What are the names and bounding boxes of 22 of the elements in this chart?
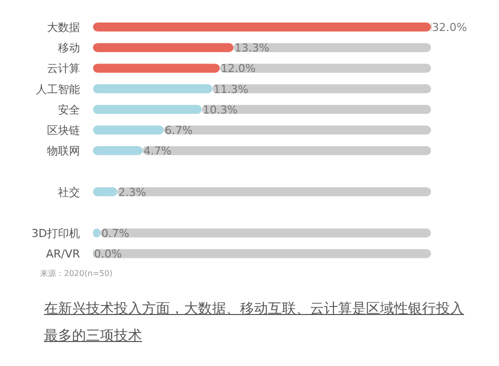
data-label: 10.3%: [202, 103, 238, 116]
data-label: 0.7%: [101, 227, 130, 240]
y-tick-label: 3D打印机: [32, 227, 80, 240]
y-tick-label: 移动: [58, 42, 80, 55]
data-label: 2.3%: [118, 186, 146, 199]
y-tick-label: 大数据: [47, 21, 80, 34]
data-label: 32.0%: [432, 21, 467, 34]
y-tick-label: 安全: [58, 103, 80, 116]
y-tick-label: 物联网: [47, 144, 80, 158]
data-label: 6.7%: [164, 124, 193, 137]
y-tick-label: 区块链: [47, 124, 80, 137]
data-label: 11.3%: [213, 82, 248, 96]
y-tick-label: 人工智能: [36, 82, 80, 96]
y-tick-label: 云计算: [47, 62, 80, 76]
source-note: 来源：2020(n=50): [40, 269, 113, 278]
y-tick-label: AR/VR: [46, 248, 80, 261]
text: 在新兴技术投入方面，大数据、移动互联、云计算是区域性银行投入最多的三项技术: [44, 300, 464, 346]
y-tick-label: 社交: [58, 186, 80, 199]
data-label: 4.7%: [144, 144, 172, 158]
data-label: 0.0%: [94, 248, 122, 261]
data-label: 13.3%: [234, 42, 270, 55]
data-label: 12.0%: [220, 62, 256, 76]
